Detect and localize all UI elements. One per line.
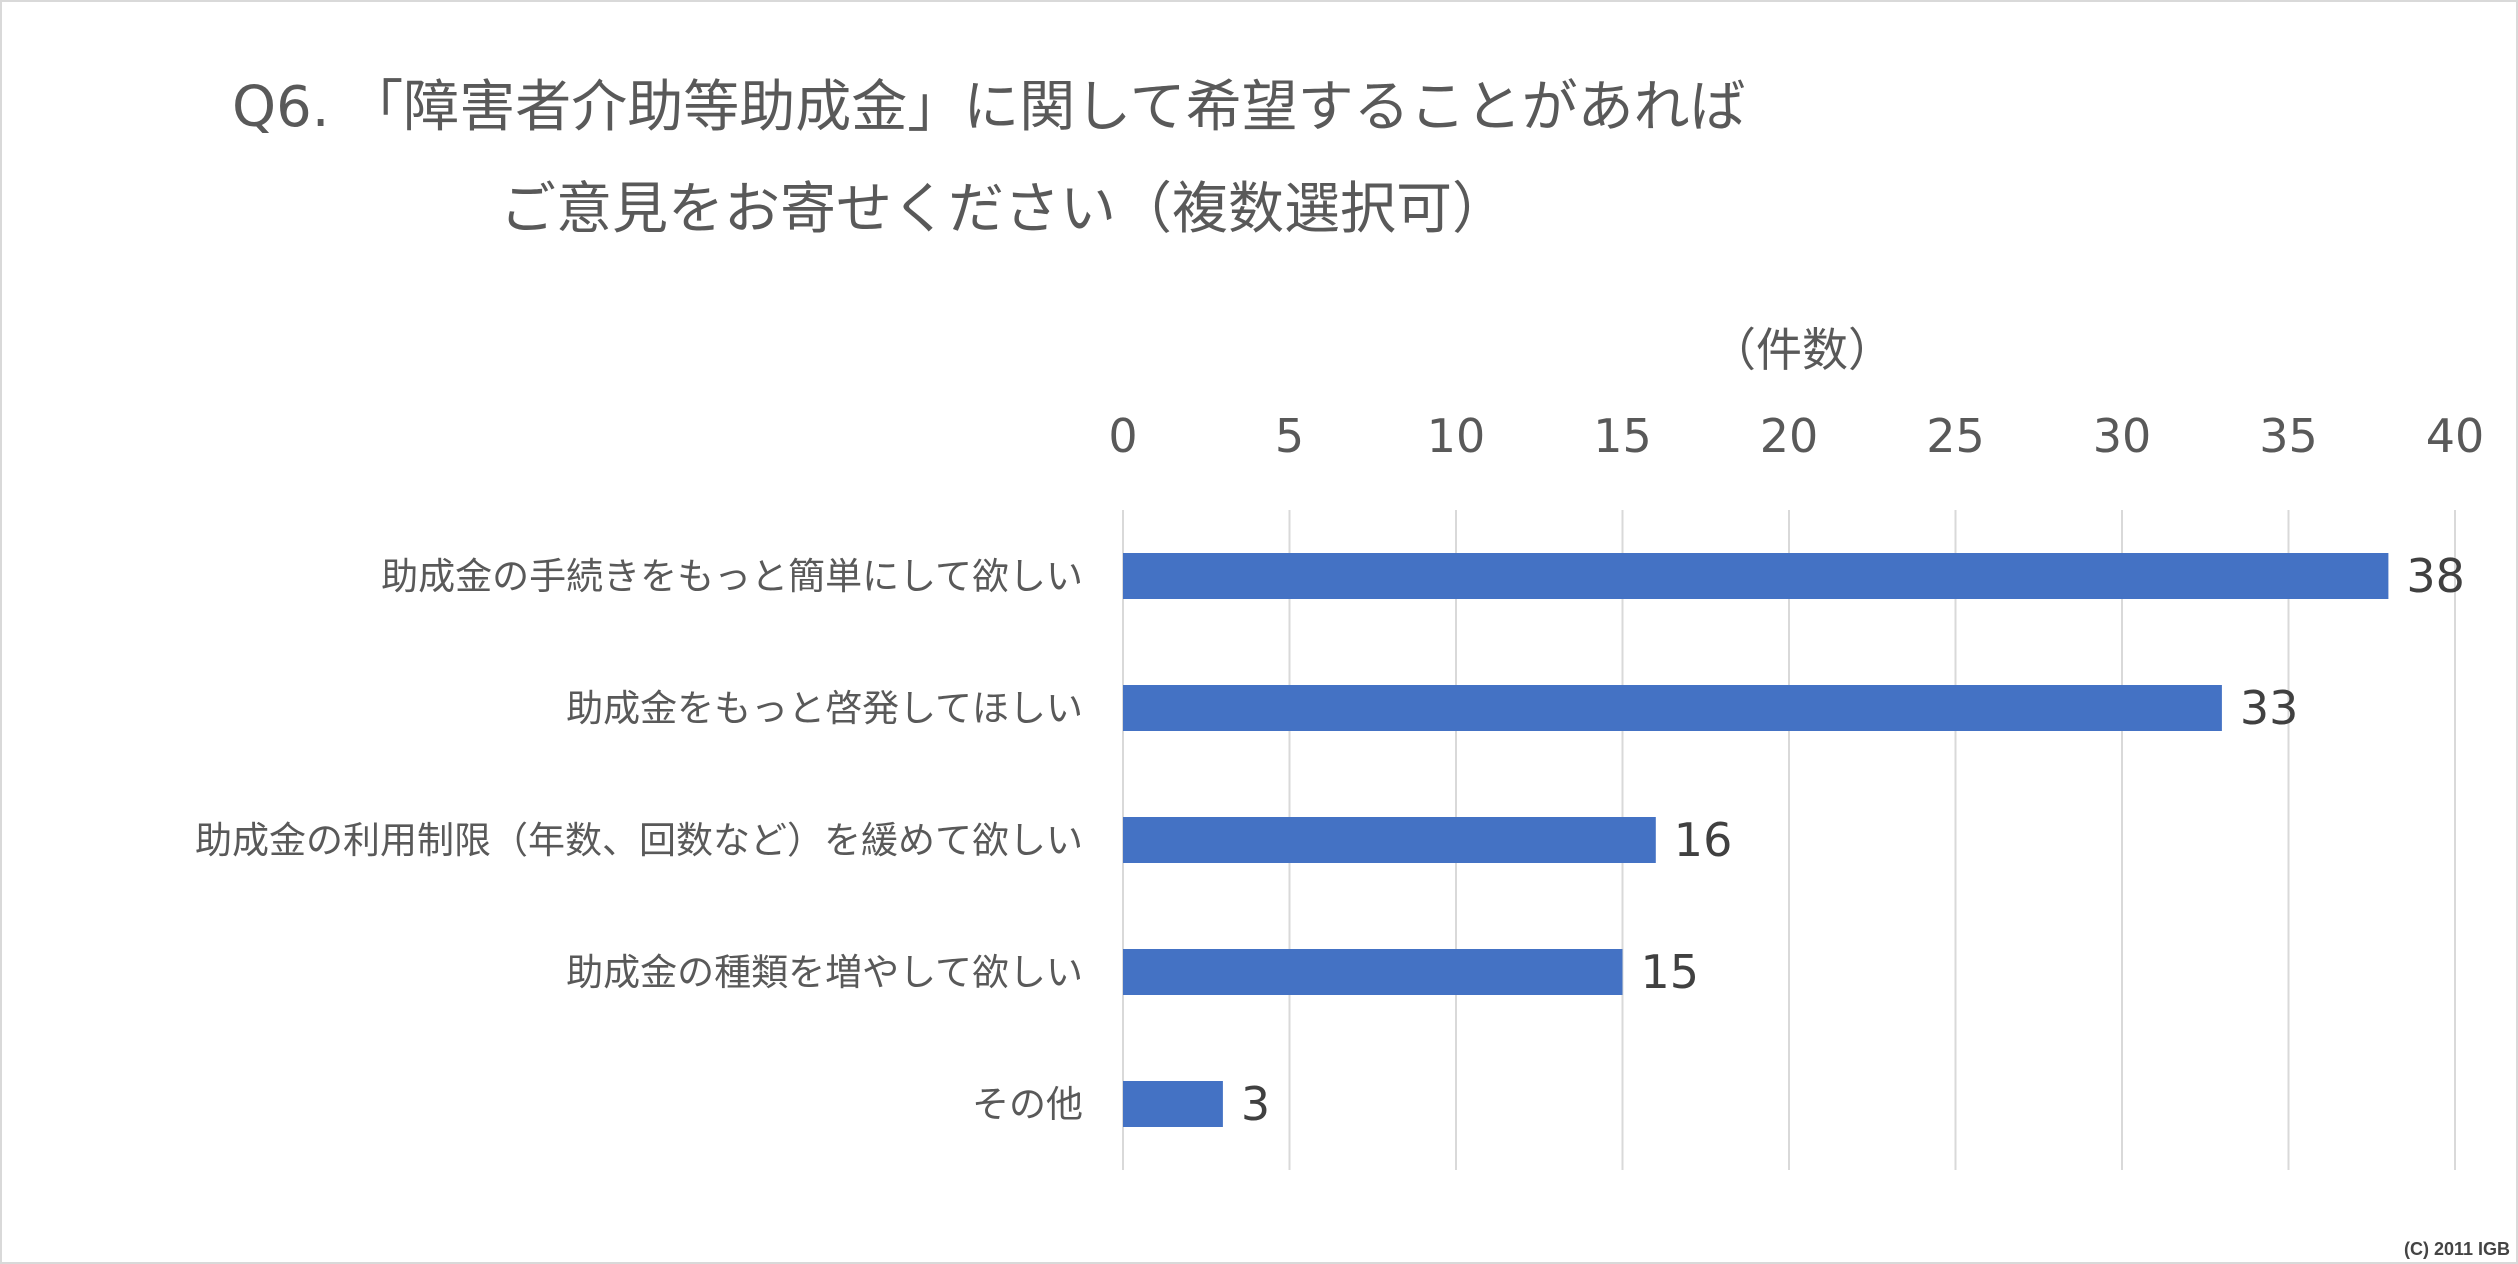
data-label: 33 xyxy=(2240,681,2299,735)
bar xyxy=(1123,685,2222,731)
data-label: 3 xyxy=(1241,1077,1270,1131)
x-tick-label: 10 xyxy=(1427,409,1486,463)
category-label: 助成金をもっと啓発してほしい xyxy=(566,687,1083,730)
bar xyxy=(1123,949,1623,995)
x-tick-label: 35 xyxy=(2259,409,2318,463)
data-label: 38 xyxy=(2406,549,2465,603)
data-label: 15 xyxy=(1641,945,1700,999)
x-tick-label: 0 xyxy=(1108,409,1137,463)
x-tick-label: 25 xyxy=(1926,409,1985,463)
category-label: 助成金の利用制限（年数、回数など）を緩めて欲しい xyxy=(195,819,1083,862)
category-label: 助成金の種類を増やして欲しい xyxy=(566,951,1083,994)
data-label: 16 xyxy=(1674,813,1733,867)
bar xyxy=(1123,1081,1223,1127)
bar xyxy=(1123,553,2389,599)
category-label: その他 xyxy=(972,1083,1083,1126)
x-tick-label: 15 xyxy=(1593,409,1652,463)
x-tick-label: 40 xyxy=(2426,409,2485,463)
bar xyxy=(1123,817,1656,863)
copyright-text: (C) 2011 IGB xyxy=(2403,1239,2510,1259)
x-tick-label: 30 xyxy=(2093,409,2152,463)
category-label: 助成金の手続きをもっと簡単にして欲しい xyxy=(381,555,1083,598)
chart-title-line-2: ご意見をお寄せください（複数選択可） xyxy=(500,177,1508,242)
chart-title-line-1: Q6. 「障害者介助等助成金」に関して希望することがあれば xyxy=(232,75,1746,140)
axis-unit-label: （件数） xyxy=(1710,323,1894,377)
x-tick-label: 20 xyxy=(1760,409,1819,463)
x-tick-label: 5 xyxy=(1275,409,1304,463)
